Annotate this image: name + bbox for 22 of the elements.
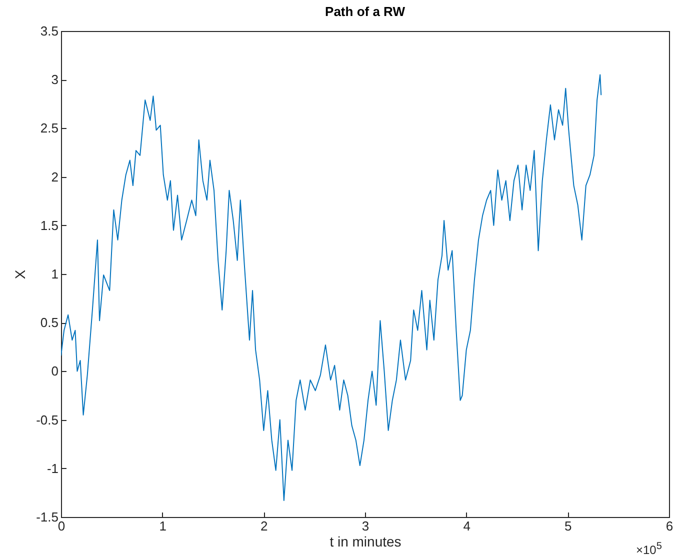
y-tick-label: 1.5	[40, 218, 58, 233]
y-tick-label: 3	[51, 72, 58, 88]
x-tick-label: 4	[463, 518, 470, 534]
line-series	[61, 74, 602, 501]
y-tick-label: 2	[51, 169, 58, 184]
y-tick-label: 0.5	[40, 315, 58, 330]
text: ×10$^{5}$	[636, 541, 662, 557]
chart-title: Path of a RW	[325, 4, 406, 19]
y-tick-label: 3.5	[40, 24, 58, 38]
y-tick-label: 0	[51, 364, 58, 379]
x-tick-label: 6	[666, 518, 674, 534]
y-tick-label: -1	[46, 460, 58, 476]
y-tick-label: -0.5	[36, 412, 58, 428]
y-tick-label: 2.5	[40, 120, 58, 136]
y-tick-label: -1.5	[36, 510, 58, 524]
y-tick-label: 1	[51, 266, 58, 282]
y-axis-title: X	[12, 269, 28, 280]
x-axis-title: t in minutes	[330, 534, 402, 550]
x-tick-label: 1	[159, 518, 166, 534]
x-tick-label: 3	[362, 518, 370, 534]
x-tick-label: 5	[564, 518, 572, 534]
x-tick-label: 2	[260, 518, 268, 534]
